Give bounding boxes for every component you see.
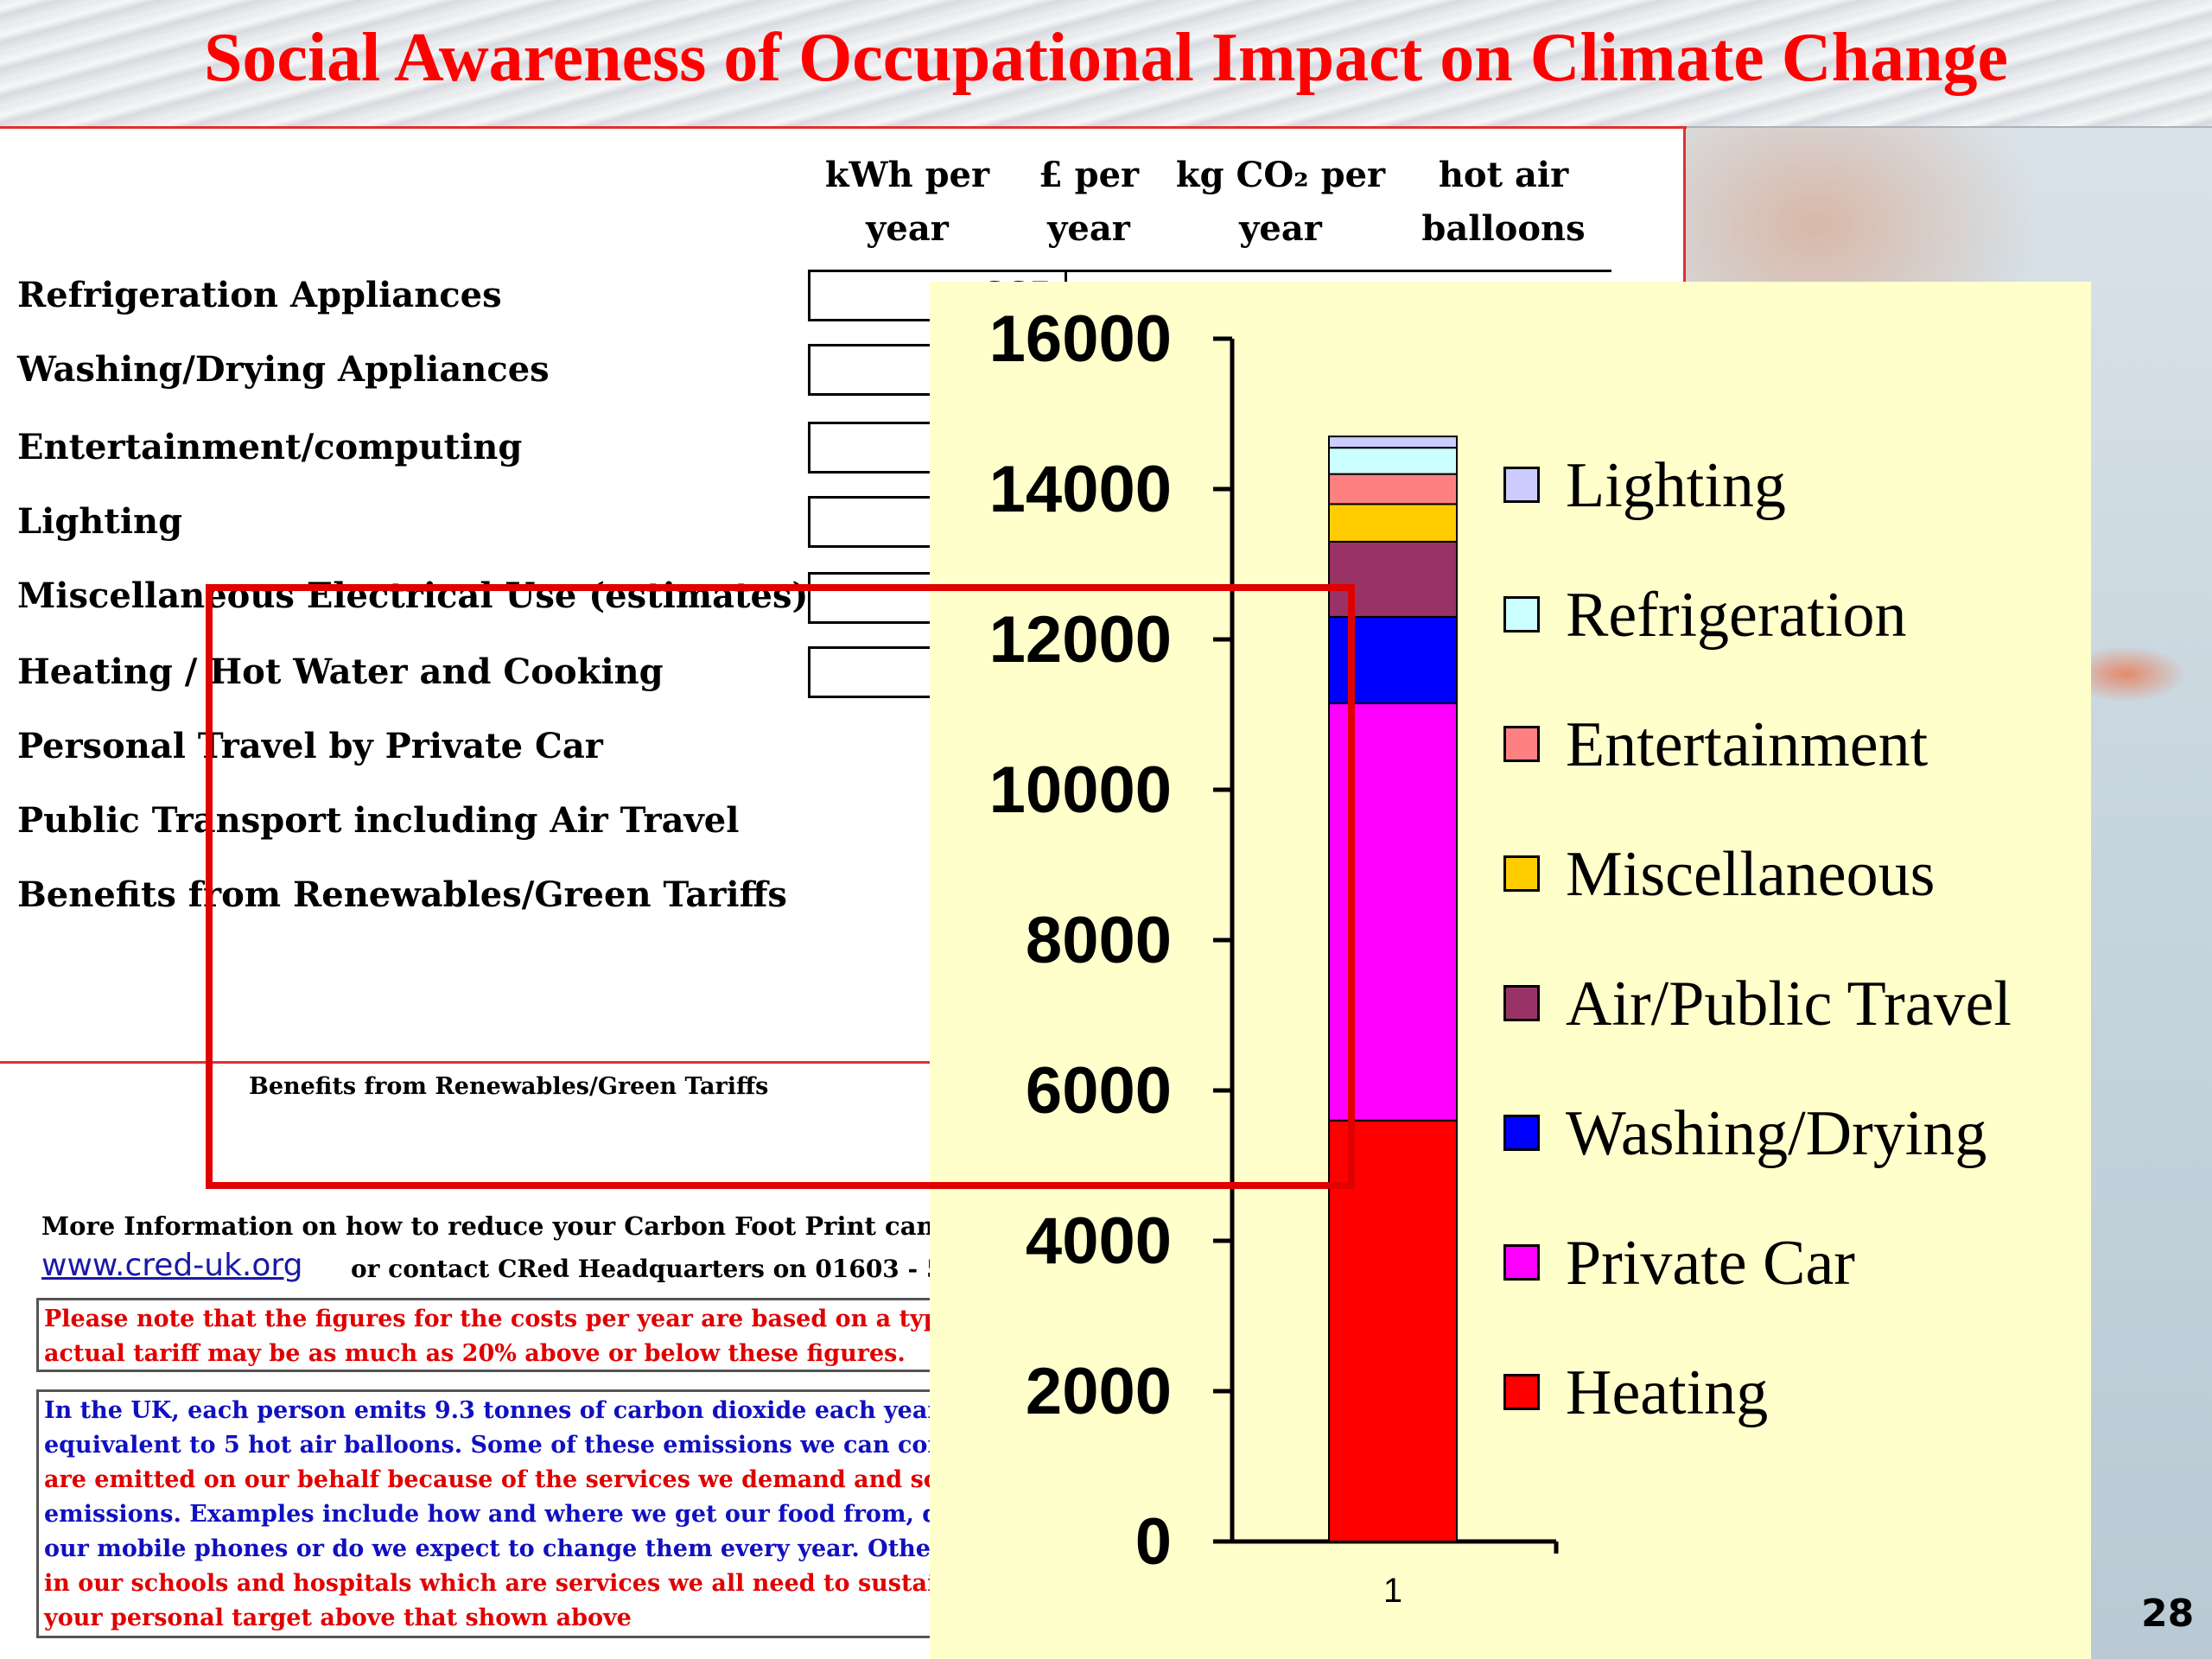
row-label: Personal Travel by Private Car (17, 726, 603, 766)
y-tick-label: 8000 (1026, 904, 1172, 977)
y-tick-label: 2000 (1026, 1355, 1172, 1428)
legend-swatch (1503, 1374, 1540, 1410)
chart-panel: 0 2000 4000 6000 8000 10000 12000 14000 16000 1 (930, 282, 2091, 1659)
legend-swatch (1503, 726, 1540, 762)
cred-link[interactable]: www.cred-uk.org (41, 1248, 303, 1283)
note-line: equivalent to 5 hot air balloons. Some o… (44, 1432, 978, 1459)
bar-segment-lighting (1328, 435, 1458, 449)
column-header-co2: kg CO₂ per year (1168, 149, 1393, 256)
column-header-line: year (1239, 208, 1322, 249)
column-header-line: £ per (1038, 155, 1140, 195)
column-header-line: kg CO₂ per (1175, 155, 1386, 195)
legend-label: Lighting (1566, 450, 1786, 521)
note-line: are emitted on our behalf because of the… (44, 1466, 978, 1493)
legend-label: Washing/Drying (1566, 1098, 1987, 1169)
slide-title: Social Awareness of Occupational Impact … (203, 20, 2009, 96)
bar-segment-air-public-travel (1328, 540, 1458, 618)
renewables-label: Benefits from Renewables/Green Tariffs (249, 1073, 769, 1100)
note-line: actual tariff may be as much as 20% abov… (44, 1340, 906, 1367)
row-label: Miscellaneous Electrical Use (estimates) (17, 575, 809, 616)
legend-label: Private Car (1566, 1228, 1855, 1299)
row-label: Entertainment/computing (17, 427, 523, 467)
y-tick-label: 12000 (989, 603, 1172, 677)
y-tick-label: 4000 (1026, 1205, 1172, 1278)
legend-label: Refrigeration (1566, 580, 1907, 651)
legend-label: Entertainment (1566, 709, 1929, 780)
bar-segment-washing-drying (1328, 615, 1458, 704)
note-line: In the UK, each person emits 9.3 tonnes … (44, 1397, 978, 1424)
note-line: emissions. Examples include how and wher… (44, 1501, 978, 1528)
y-tick-label: 6000 (1026, 1054, 1172, 1128)
legend-label: Heating (1566, 1357, 1769, 1428)
bar-segment-entertainment (1328, 473, 1458, 505)
note-line: in our schools and hospitals which are s… (44, 1570, 978, 1597)
note-line: our mobile phones or do we expect to cha… (44, 1535, 978, 1562)
y-tick-label: 0 (1135, 1505, 1172, 1579)
y-tick-label: 16000 (989, 302, 1172, 376)
x-tick-label: 1 (1383, 1572, 1402, 1610)
legend-swatch (1503, 1115, 1540, 1151)
row-label: Heating / Hot Water and Cooking (17, 652, 664, 692)
sheet-border-top (0, 126, 1687, 129)
legend-swatch (1503, 596, 1540, 632)
bar-segment-refrigeration (1328, 447, 1458, 475)
row-label: Benefits from Renewables/Green Tariffs (17, 874, 787, 915)
y-tick-label: 10000 (989, 753, 1172, 827)
tariff-note: Please note that the figures for the cos… (36, 1298, 978, 1372)
column-header-balloons: hot air balloons (1391, 149, 1616, 256)
note-line: your personal target above that shown ab… (44, 1605, 632, 1631)
column-header-kwh: kWh per year (808, 149, 1007, 256)
emissions-note: In the UK, each person emits 9.3 tonnes … (36, 1389, 978, 1638)
row-label: Lighting (17, 501, 183, 542)
contact-text: or contact CRed Headquarters on 01603 - … (351, 1255, 1027, 1283)
sheet-separator (0, 1061, 933, 1064)
column-header-line: hot air (1438, 155, 1569, 195)
column-header-line: balloons (1421, 208, 1586, 249)
row-label: Washing/Drying Appliances (17, 349, 550, 390)
legend-label: Miscellaneous (1566, 839, 1936, 910)
legend-swatch (1503, 467, 1540, 503)
bar-segment-miscellaneous (1328, 503, 1458, 543)
legend-swatch (1503, 985, 1540, 1021)
column-header-cost: £ per year (1011, 149, 1166, 256)
legend-swatch (1503, 1244, 1540, 1281)
bar-segment-private-car (1328, 702, 1458, 1122)
more-info-text: More Information on how to reduce your C… (41, 1211, 1092, 1241)
legend-swatch (1503, 855, 1540, 892)
column-header-line: year (1047, 208, 1130, 249)
bar-segment-heating (1328, 1119, 1458, 1542)
column-header-line: kWh per (824, 155, 990, 195)
row-label: Refrigeration Appliances (17, 275, 502, 315)
table-rule (1007, 270, 1611, 277)
note-line: Please note that the figures for the cos… (44, 1306, 978, 1332)
title-band: Social Awareness of Occupational Impact … (0, 0, 2212, 128)
y-tick-label: 14000 (989, 453, 1172, 526)
legend-label: Air/Public Travel (1566, 969, 2012, 1039)
page-number: 28 (2141, 1592, 2195, 1636)
column-header-line: year (866, 208, 949, 249)
row-label: Public Transport including Air Travel (17, 800, 740, 841)
